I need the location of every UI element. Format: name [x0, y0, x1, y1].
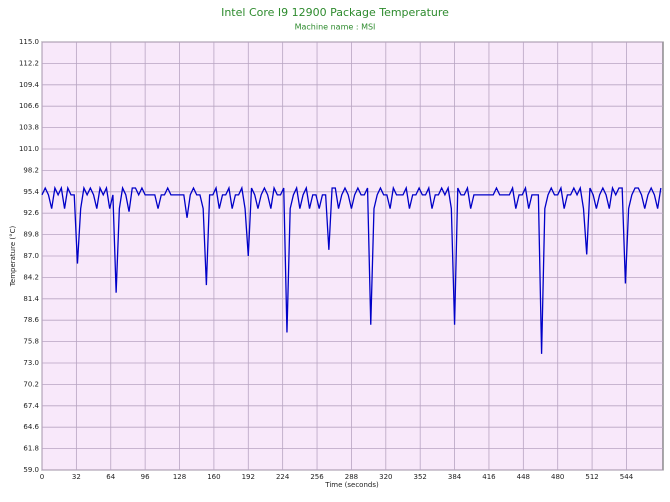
- x-tick-label: 0: [40, 473, 44, 481]
- x-axis-label: Time (seconds): [324, 481, 379, 489]
- x-tick-label: 480: [551, 473, 564, 481]
- y-tick-label: 92.6: [23, 209, 39, 217]
- y-tick-label: 109.4: [19, 81, 40, 89]
- x-tick-label: 512: [585, 473, 598, 481]
- y-axis-label: Temperature (°C): [9, 226, 17, 288]
- x-tick-label: 224: [276, 473, 290, 481]
- y-tick-label: 95.4: [23, 188, 39, 196]
- x-tick-label: 128: [173, 473, 186, 481]
- y-tick-label: 84.2: [23, 273, 39, 281]
- y-tick-label: 59.0: [23, 466, 39, 474]
- chart-title: Intel Core I9 12900 Package Temperature: [221, 6, 449, 19]
- y-tick-label: 112.2: [19, 59, 39, 67]
- y-tick-label: 67.4: [23, 402, 39, 410]
- x-tick-label: 320: [379, 473, 392, 481]
- x-tick-label: 544: [620, 473, 634, 481]
- y-tick-label: 81.4: [23, 295, 39, 303]
- y-tick-label: 75.8: [23, 338, 39, 346]
- x-tick-label: 352: [413, 473, 426, 481]
- y-tick-label: 98.2: [23, 166, 39, 174]
- y-tick-label: 64.6: [23, 423, 39, 431]
- x-tick-label: 160: [207, 473, 220, 481]
- x-tick-label: 96: [141, 473, 150, 481]
- y-tick-label: 87.0: [23, 252, 39, 260]
- x-tick-label: 288: [345, 473, 358, 481]
- y-tick-label: 73.0: [23, 359, 39, 367]
- y-tick-label: 89.8: [23, 231, 39, 239]
- x-tick-label: 192: [242, 473, 255, 481]
- y-tick-label: 78.6: [23, 316, 39, 324]
- y-tick-label: 70.2: [23, 380, 39, 388]
- chart-subtitle: Machine name : MSI: [295, 23, 376, 32]
- x-tick-label: 32: [72, 473, 81, 481]
- temperature-line: [41, 185, 662, 354]
- x-tick-label: 256: [310, 473, 324, 481]
- y-tick-label: 101.0: [19, 145, 39, 153]
- x-tick-label: 64: [106, 473, 115, 481]
- y-tick-label: 115.0: [19, 38, 39, 46]
- x-tick-label: 416: [482, 473, 496, 481]
- x-tick-label: 384: [448, 473, 462, 481]
- y-tick-label: 61.8: [23, 445, 39, 453]
- x-tick-label: 448: [517, 473, 530, 481]
- y-tick-label: 103.8: [19, 124, 39, 132]
- y-tick-label: 106.6: [19, 102, 40, 110]
